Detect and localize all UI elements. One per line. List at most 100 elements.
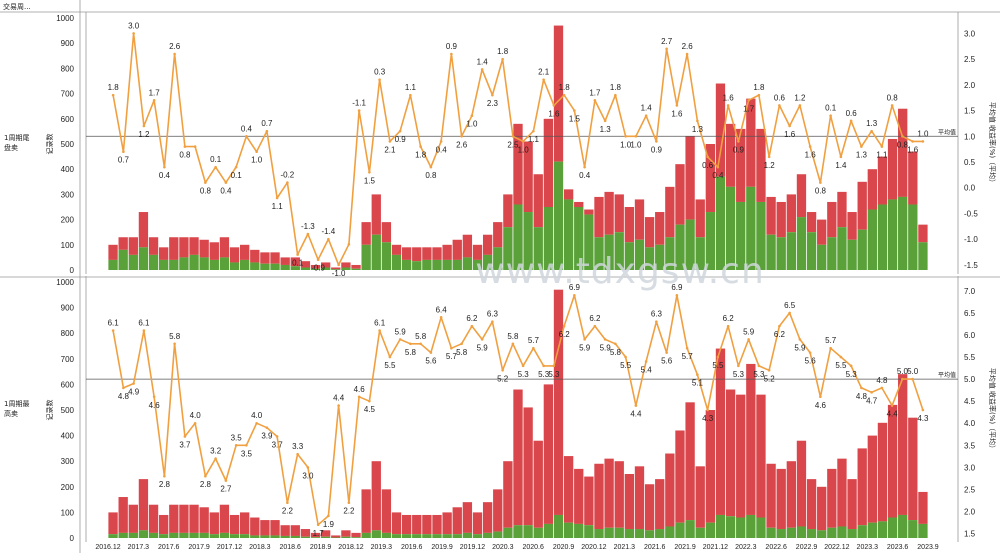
bar-green — [351, 268, 361, 270]
line-point — [829, 114, 832, 118]
line-data-label: 5.8 — [169, 332, 181, 341]
line-data-label: 5.8 — [415, 332, 427, 341]
bar-red — [867, 169, 877, 210]
x-tick-label: 2021.3 — [614, 544, 636, 551]
line-data-label: 1.6 — [784, 130, 796, 139]
bar-red — [209, 242, 219, 260]
line-point — [583, 338, 586, 341]
line-point — [542, 364, 545, 368]
watermark: www.tdxgsw.cn — [475, 251, 765, 292]
line-data-label: -1.3 — [301, 222, 315, 231]
bar-green — [179, 532, 189, 538]
line-data-label: 5.7 — [825, 336, 837, 345]
bar-red — [361, 489, 371, 533]
right-tick-label: 2.0 — [964, 508, 976, 517]
left-tick-label: 600 — [61, 380, 75, 389]
bar-red — [523, 407, 533, 526]
line-point — [245, 444, 248, 447]
x-tick-label: 2021.6 — [644, 544, 666, 551]
line-point — [901, 377, 904, 381]
bar-green — [918, 523, 928, 538]
bar-green — [452, 259, 462, 270]
line-point — [870, 391, 873, 394]
line-point — [439, 316, 443, 319]
line-data-label: 4.4 — [630, 410, 642, 419]
bar-green — [108, 259, 118, 270]
bar-green — [644, 530, 655, 538]
line-point — [132, 382, 135, 385]
line-point — [193, 421, 197, 425]
line-point — [234, 165, 238, 169]
line-point — [737, 140, 740, 143]
line-point — [839, 355, 843, 359]
bar-green — [847, 239, 857, 270]
bar-green — [725, 516, 736, 538]
line-point — [255, 421, 258, 425]
bar-red — [604, 191, 614, 235]
left-tick-label: 300 — [61, 457, 75, 466]
line-point — [398, 129, 402, 133]
line-point — [778, 104, 781, 107]
bar-red — [401, 514, 412, 535]
bar-green — [300, 536, 311, 538]
line-point — [111, 329, 115, 332]
bar-green — [128, 532, 138, 538]
left-tick-label: 800 — [61, 64, 75, 73]
bar-green — [705, 522, 716, 538]
x-tick-label: 2017.9 — [188, 544, 210, 551]
bar-green — [159, 259, 169, 270]
bar-red — [796, 440, 807, 527]
right-tick-label: 5.0 — [964, 375, 976, 384]
bar-red — [908, 151, 918, 205]
line-data-label: 5.9 — [743, 327, 755, 336]
bar-red — [766, 196, 776, 235]
bar-red — [827, 468, 837, 528]
left-tick-label: 400 — [61, 165, 75, 174]
bar-green — [280, 264, 290, 270]
reference-line-label: 平均值 — [938, 128, 956, 136]
line-point — [890, 404, 894, 407]
bar-red — [786, 461, 796, 528]
line-data-label: 3.5 — [241, 449, 253, 458]
bar-green — [736, 517, 746, 538]
bar-red — [827, 201, 837, 238]
bar-red — [584, 476, 594, 526]
x-tick-label: 2021.12 — [703, 544, 728, 551]
line-data-label: 1.8 — [610, 83, 622, 92]
line-data-label: 5.7 — [682, 352, 694, 361]
line-point — [142, 124, 146, 128]
line-data-label: 2.8 — [200, 480, 212, 489]
line-point — [378, 78, 381, 82]
left-tick-label: 1000 — [56, 14, 74, 23]
line-point — [696, 373, 699, 376]
header-label: 交易周... — [3, 2, 31, 11]
bar-red — [543, 384, 554, 524]
line-data-label: 0.3 — [374, 68, 386, 77]
bar-green — [584, 214, 594, 270]
bar-green — [432, 259, 442, 270]
line-data-label: 4.6 — [149, 401, 161, 410]
line-point — [593, 324, 597, 328]
bar-red — [381, 222, 392, 243]
left-tick-label: 700 — [61, 355, 75, 364]
line-point — [849, 119, 853, 123]
bar-red — [209, 512, 219, 535]
line-point — [460, 134, 463, 138]
line-point — [624, 355, 627, 359]
line-data-label: 1.4 — [835, 161, 847, 170]
bar-green — [381, 242, 392, 270]
line-point — [603, 338, 607, 341]
line-point — [767, 368, 771, 372]
bar-green — [219, 257, 230, 270]
line-data-label: 0.8 — [425, 171, 437, 180]
line-data-label: 1.0 — [251, 156, 263, 165]
line-point — [696, 119, 699, 123]
bar-red — [462, 234, 473, 258]
bar-green — [401, 259, 412, 270]
bar-red — [493, 489, 503, 532]
bar-green — [533, 527, 543, 538]
right-tick-label: 3.5 — [964, 441, 976, 450]
line-point — [685, 346, 689, 350]
line-point — [614, 342, 617, 346]
